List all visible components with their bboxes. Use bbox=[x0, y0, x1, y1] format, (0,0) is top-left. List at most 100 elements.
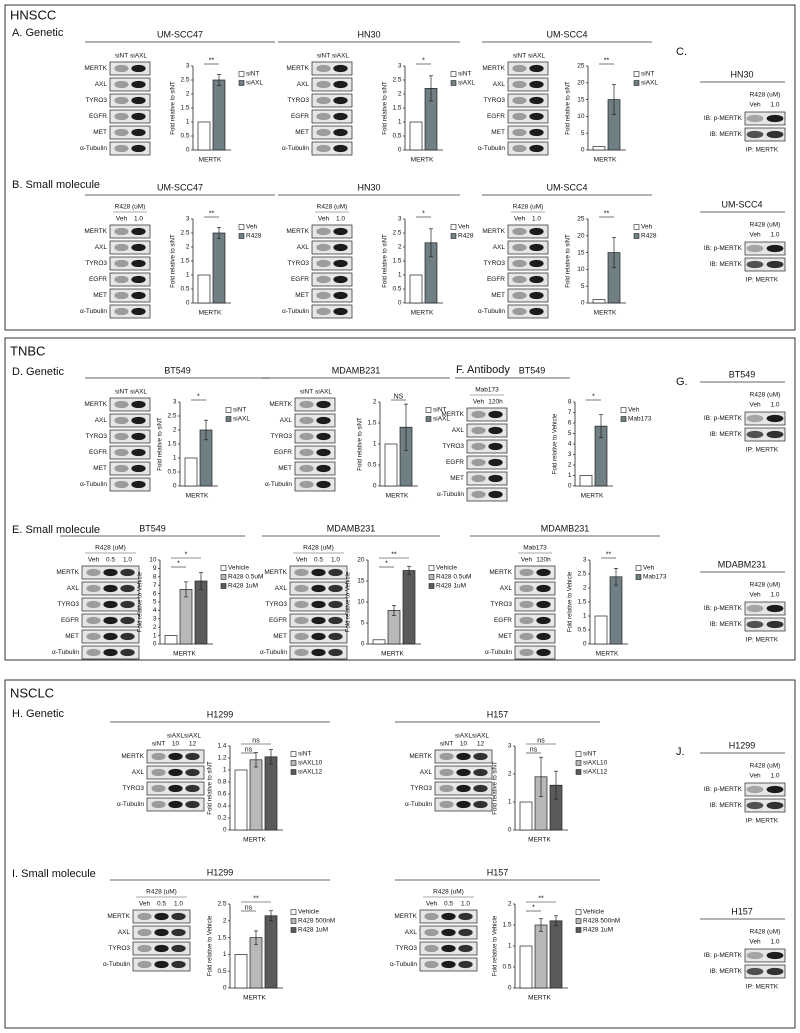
blot-row-label: AXL bbox=[118, 929, 131, 936]
ip-label: IP: MERTK bbox=[746, 637, 779, 644]
error-bar bbox=[429, 228, 433, 258]
legend-swatch bbox=[225, 407, 232, 413]
ip-title: H1299 bbox=[729, 740, 756, 750]
band bbox=[746, 967, 764, 976]
band bbox=[488, 442, 503, 451]
panel-title: BT549 bbox=[139, 523, 166, 533]
band bbox=[316, 259, 331, 268]
blot-row-label: TYRO3 bbox=[442, 443, 464, 450]
panel-label: E. Small molecule bbox=[12, 524, 100, 536]
lane-label: 0.5 bbox=[444, 901, 453, 908]
legend-swatch bbox=[238, 233, 245, 239]
y-tick-label: 2.5 bbox=[392, 77, 401, 84]
significance-label: * bbox=[185, 551, 188, 558]
blot-row-label: IB: MERTK bbox=[710, 968, 743, 975]
treatment-label: R428 (uM) bbox=[146, 889, 177, 896]
blot-row-label: α-Tubulin bbox=[282, 145, 309, 152]
panel-title: HN30 bbox=[357, 29, 380, 39]
y-axis-label: Fold relative to siNT bbox=[383, 81, 389, 135]
bar bbox=[579, 475, 593, 487]
band bbox=[131, 400, 146, 409]
band bbox=[299, 480, 314, 489]
blot-row-label: α-Tubulin bbox=[80, 308, 107, 315]
lane-label: Veh bbox=[116, 216, 128, 223]
y-tick-label: 5 bbox=[581, 130, 585, 137]
band bbox=[519, 632, 534, 641]
bar bbox=[234, 769, 248, 831]
band bbox=[137, 928, 152, 937]
band bbox=[151, 800, 166, 809]
panel-label: H. Genetic bbox=[12, 708, 64, 720]
lane-label: Veh bbox=[749, 773, 761, 780]
y-axis-label: Fold relative to siNT bbox=[171, 81, 177, 135]
band bbox=[488, 458, 503, 467]
lane-label: 1.0 bbox=[532, 216, 541, 223]
band bbox=[86, 600, 101, 609]
y-tick-label: 1.4 bbox=[217, 743, 226, 750]
legend-label: Vehicle bbox=[583, 909, 604, 916]
x-category-label: MERTK bbox=[411, 310, 434, 317]
error-bar bbox=[429, 75, 433, 102]
band bbox=[171, 912, 186, 921]
y-tick-label: 0.6 bbox=[217, 791, 226, 798]
legend-label: Veh bbox=[628, 407, 640, 414]
blot-row-label: TYRO3 bbox=[410, 785, 432, 792]
error-bar bbox=[404, 403, 408, 451]
lane-label: siNT bbox=[440, 741, 453, 748]
band bbox=[424, 960, 439, 969]
bar bbox=[409, 121, 423, 151]
band bbox=[512, 128, 527, 137]
y-tick-label: 0.5 bbox=[217, 968, 226, 975]
legend-label: siAXL10 bbox=[298, 760, 323, 767]
blot-row-label: TYRO3 bbox=[287, 260, 309, 267]
treatment-label: Mab173 bbox=[475, 387, 499, 394]
band bbox=[294, 584, 309, 593]
treatment-label: R428 (uM) bbox=[513, 204, 544, 211]
band bbox=[746, 260, 764, 269]
lane-label: 0.5 bbox=[157, 901, 166, 908]
lane-label: 1.0 bbox=[174, 901, 183, 908]
panel-label: J. bbox=[676, 746, 685, 758]
band bbox=[131, 227, 146, 236]
legend-swatch bbox=[428, 583, 435, 589]
band bbox=[458, 944, 473, 953]
band bbox=[131, 96, 146, 105]
blot-row-label: IB: MERTK bbox=[710, 131, 743, 138]
panel-title: UM-SCC4 bbox=[546, 182, 587, 192]
panel-title: MDAMB231 bbox=[332, 365, 381, 375]
band bbox=[333, 291, 348, 300]
band bbox=[512, 112, 527, 121]
y-tick-label: 15 bbox=[577, 249, 585, 256]
y-tick-label: 1.2 bbox=[217, 755, 226, 762]
blot-row-label: TYRO3 bbox=[85, 433, 107, 440]
band bbox=[316, 464, 331, 473]
band bbox=[766, 951, 784, 960]
y-tick-label: 8 bbox=[153, 574, 157, 581]
band bbox=[114, 480, 129, 489]
lane-label: 12 bbox=[189, 741, 197, 748]
band bbox=[114, 432, 129, 441]
y-tick-label: 0 bbox=[581, 300, 585, 307]
band bbox=[131, 128, 146, 137]
band bbox=[311, 568, 326, 577]
band bbox=[512, 96, 527, 105]
band bbox=[316, 416, 331, 425]
blot-row-label: EGFR bbox=[291, 276, 309, 283]
lane-label: siAXL bbox=[167, 733, 184, 740]
band bbox=[103, 600, 118, 609]
band bbox=[316, 432, 331, 441]
treatment-label: R428 (uM) bbox=[303, 545, 334, 552]
blot-row-label: EGFR bbox=[487, 113, 505, 120]
bar bbox=[234, 954, 248, 989]
ip-label: IP: MERTK bbox=[746, 277, 779, 284]
blot-row-label: MERTK bbox=[264, 569, 287, 576]
bar bbox=[212, 232, 226, 304]
lane-label: Veh bbox=[521, 557, 533, 564]
bar bbox=[609, 576, 623, 645]
legend-label: Vehicle bbox=[298, 909, 319, 916]
significance-label: * bbox=[197, 393, 200, 400]
band bbox=[328, 632, 343, 641]
band bbox=[168, 784, 183, 793]
significance-label: ** bbox=[604, 57, 610, 64]
section-box bbox=[4, 4, 796, 331]
